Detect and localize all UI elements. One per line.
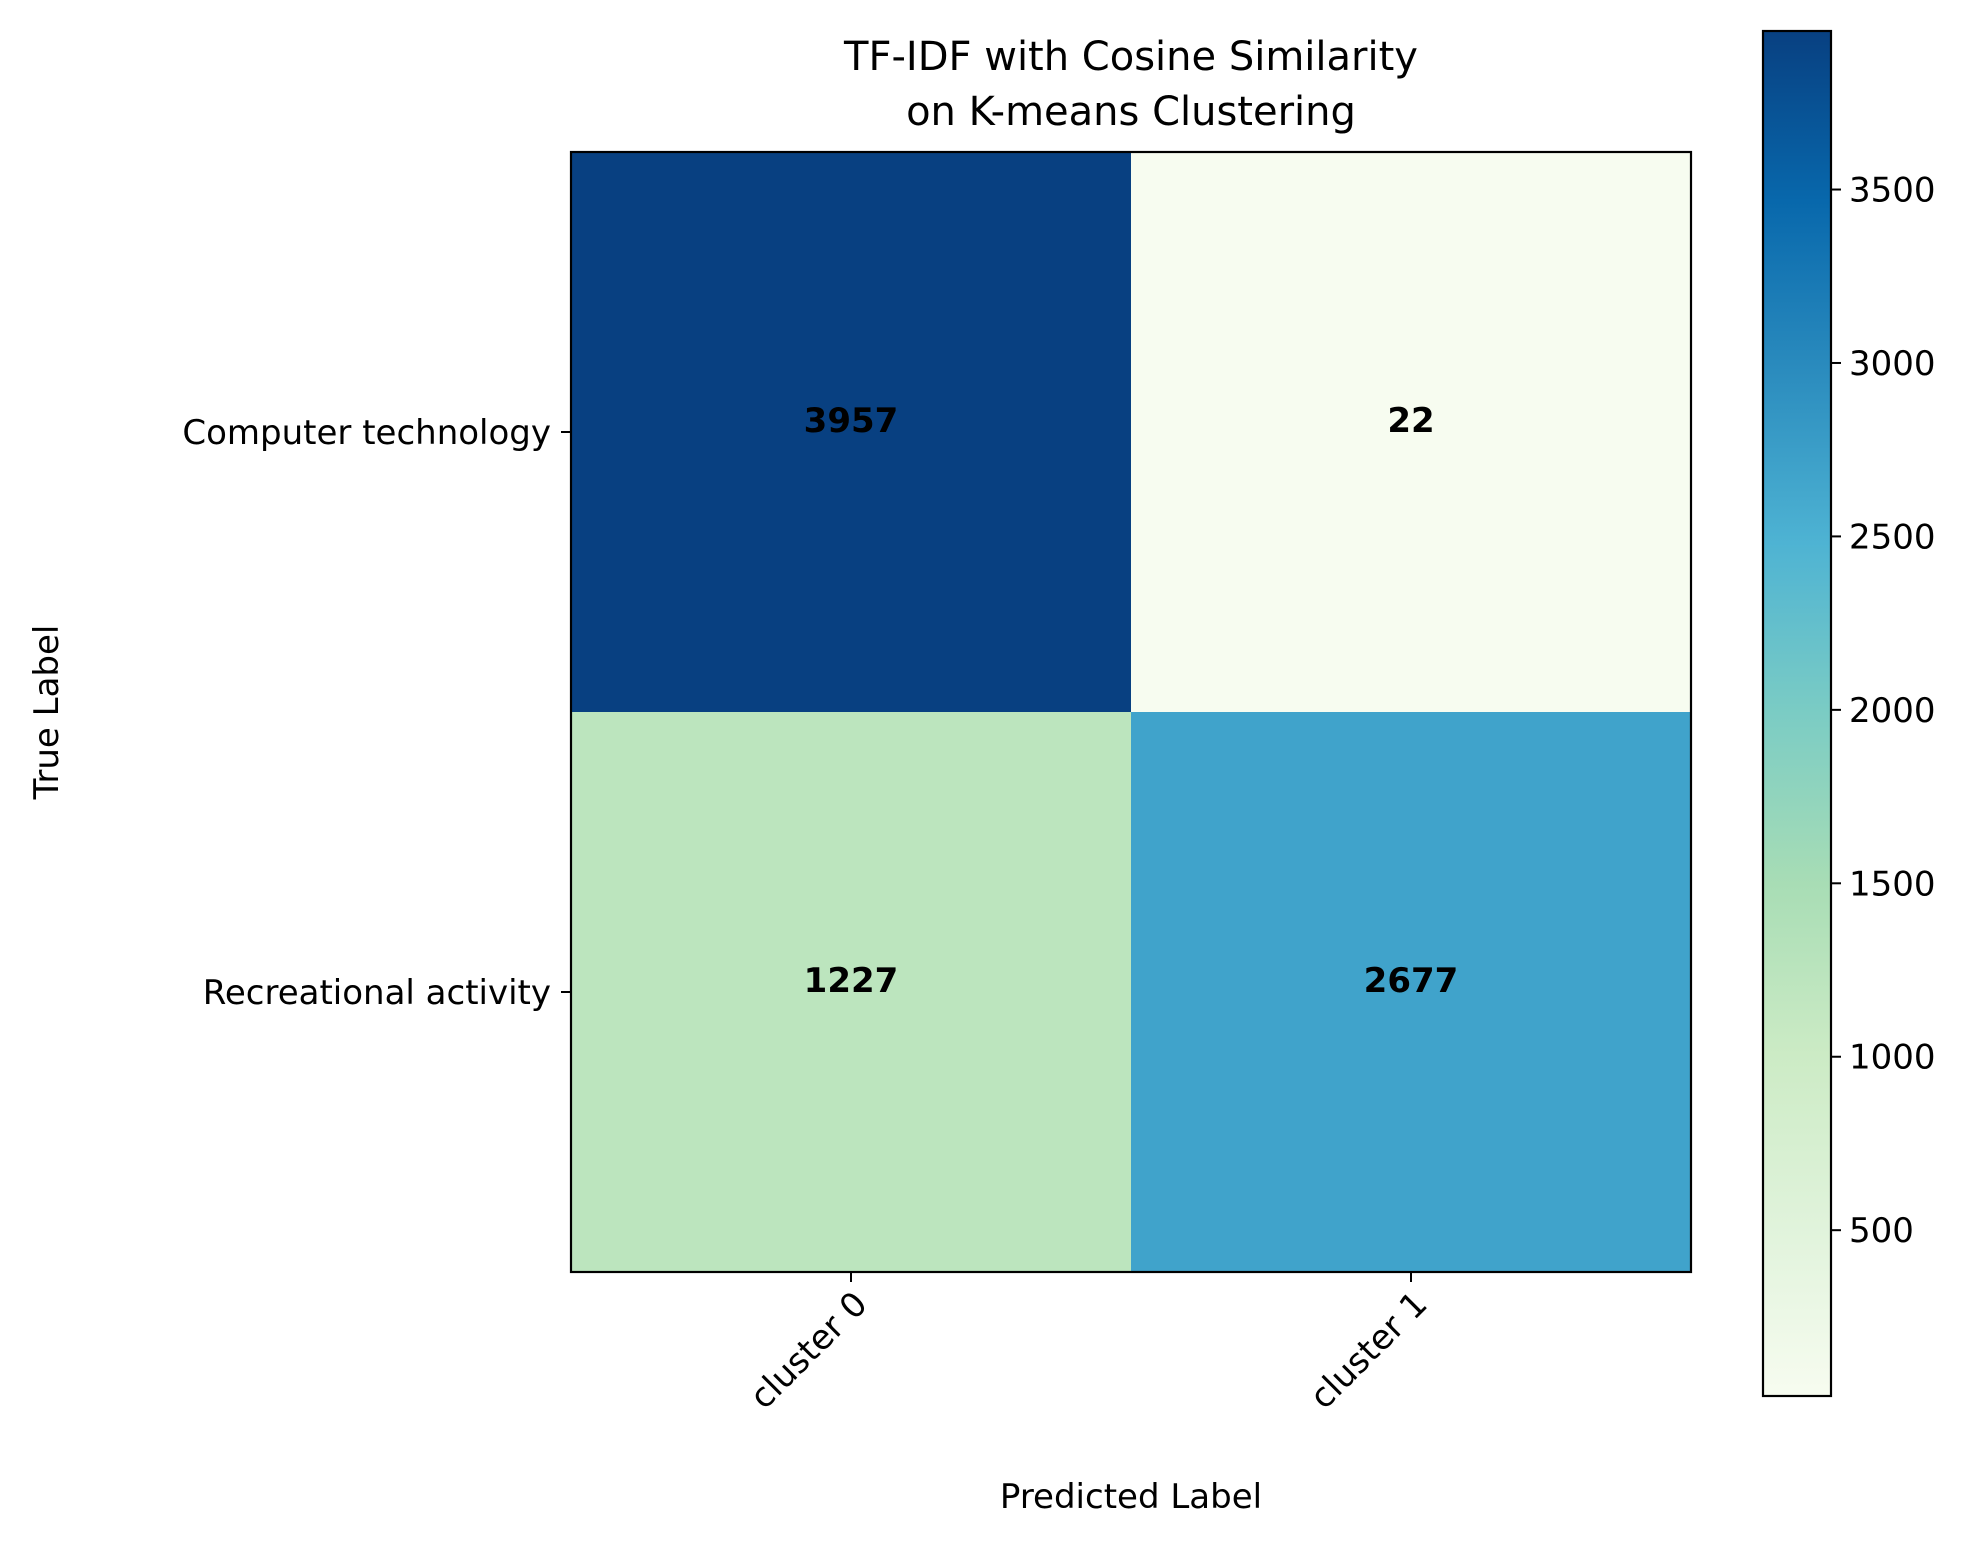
y-tick-label: Computer technology [182, 413, 551, 453]
colorbar: 500 1000 1500 2000 2500 3000 3500 [1761, 29, 1936, 1398]
x-tick-label: cluster 0 [742, 1284, 875, 1417]
x-tick-label: cluster 1 [1302, 1284, 1435, 1417]
chart-title-line: TF-IDF with Cosine Similarity [843, 34, 1418, 80]
cell-value-label: 3957 [804, 401, 899, 441]
colorbar-tick-label: 1500 [1849, 864, 1936, 904]
colorbar-tick-label: 2000 [1849, 691, 1936, 731]
plot-frame [569, 150, 1693, 1274]
chart-title: TF-IDF with Cosine Similarity on K-means … [843, 34, 1418, 135]
heatmap-cell [571, 712, 1132, 1273]
y-tick-label: Recreational activity [203, 973, 551, 1013]
cell-value-label: 1227 [804, 961, 899, 1001]
colorbar-tick-label: 500 [1849, 1211, 1914, 1251]
colorbar-tick-label: 1000 [1849, 1038, 1936, 1078]
colorbar-tick-label: 2500 [1849, 517, 1936, 557]
heatmap-cell [571, 152, 1132, 713]
x-axis-label: Predicted Label [1000, 1477, 1262, 1517]
heatmap-cells: 3957 22 1227 2677 [571, 152, 1692, 1273]
cell-value-label: 2677 [1364, 961, 1459, 1001]
colorbar-ticks: 500 1000 1500 2000 2500 3000 3500 [1831, 171, 1936, 1251]
x-axis: cluster 0 cluster 1 [742, 1272, 1435, 1417]
colorbar-frame [1761, 29, 1833, 1398]
y-axis-label: True Label [27, 625, 67, 801]
cell-value-label: 22 [1387, 401, 1434, 441]
heatmap-cell [1131, 712, 1692, 1273]
colorbar-tick-label: 3000 [1849, 344, 1936, 384]
colorbar-tick-label: 3500 [1849, 171, 1936, 211]
chart-title-line: on K-means Clustering [906, 89, 1356, 135]
colorbar-gradient [1763, 31, 1831, 1396]
y-axis: Computer technology Recreational activity [182, 413, 571, 1013]
heatmap-cell [1131, 152, 1692, 713]
